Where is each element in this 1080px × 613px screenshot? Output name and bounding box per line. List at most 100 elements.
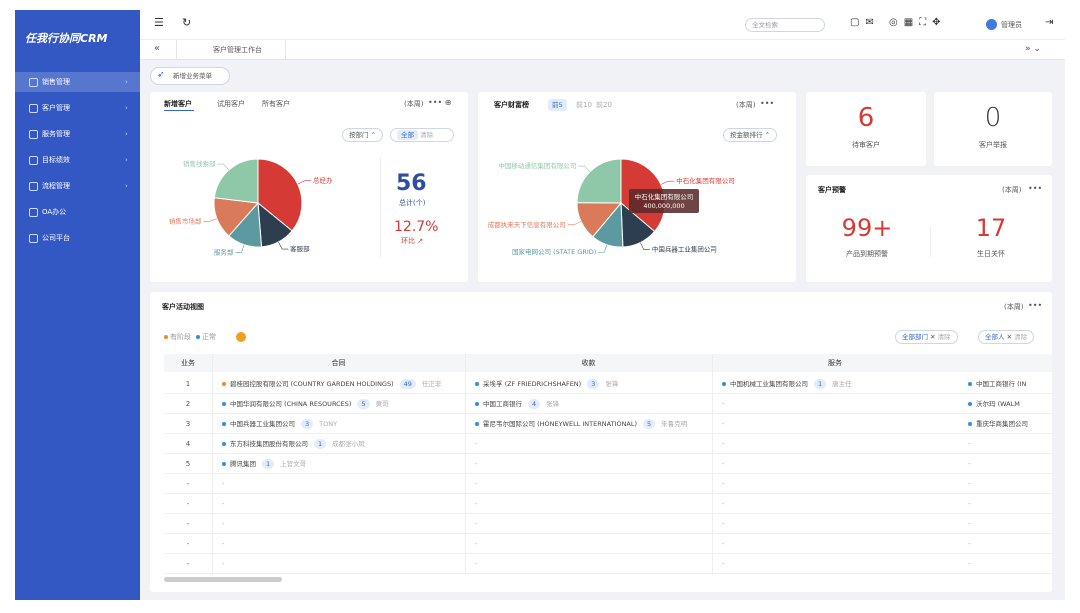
menu-item[interactable]: 公司平台	[15, 228, 140, 248]
filter[interactable]: 按金额排行 ⌃	[723, 128, 778, 142]
scrollbar[interactable]	[164, 577, 282, 582]
company[interactable]: 采埃孚 (ZF FRIEDRICHSHAFEN)	[483, 380, 582, 388]
card-title: 客户活动视图	[162, 303, 204, 311]
search[interactable]: 全文检索	[745, 18, 825, 32]
info-icon[interactable]	[236, 332, 246, 342]
cell: 东方科技集团股份有限公司 1 成都张小凤	[222, 439, 463, 451]
row-number: 3	[185, 420, 191, 428]
pie-slice[interactable]	[576, 158, 622, 204]
menu-item[interactable]: 客户管理 ›	[15, 98, 140, 118]
avatar[interactable]	[986, 19, 997, 30]
company[interactable]: 中国工商银行 (IN	[976, 380, 1027, 388]
clear[interactable]: 清除	[420, 131, 434, 139]
filter[interactable]: 全部部门 ✕ 清除	[895, 330, 958, 344]
status-dot	[222, 442, 226, 446]
menu-item[interactable]: 销售管理 ›	[15, 72, 140, 92]
company[interactable]: 中国机械工业集团有限公司	[730, 380, 808, 388]
company[interactable]: 中国华润有限公司 (CHINA RESOURCES)	[230, 400, 352, 408]
company[interactable]: 碧桂园控股有限公司 (COUNTRY GARDEN HOLDINGS)	[230, 380, 394, 388]
row-number: -	[186, 560, 190, 568]
menu-item[interactable]: 流程管理 ›	[15, 176, 140, 196]
tab[interactable]: 前20	[596, 101, 612, 109]
toolbar-icons[interactable]: ▢✉ ◎▦⛶✥	[850, 17, 947, 28]
menu-toggle[interactable]: ☰	[154, 16, 164, 29]
pie-slice[interactable]	[213, 158, 259, 204]
period: (本周)	[1004, 303, 1024, 311]
refresh[interactable]: ↻	[182, 16, 192, 29]
column-divider	[212, 354, 213, 574]
menu-label: 服务管理	[42, 130, 70, 138]
menu-arrow: ›	[125, 156, 128, 164]
empty-cell: -	[722, 540, 725, 548]
table-header	[164, 354, 1052, 372]
status-dot	[222, 422, 226, 426]
tab[interactable]: 新增客户	[164, 100, 192, 108]
period: (本周)	[1002, 186, 1022, 194]
company[interactable]: 重庆华商集团公司	[976, 420, 1028, 428]
empty-cell: -	[722, 460, 725, 468]
period: (本周)	[736, 101, 756, 109]
filter[interactable]: 按部门 ⌃	[342, 128, 384, 142]
row-number: -	[186, 520, 190, 528]
count-badge: 1	[314, 439, 327, 449]
user-name[interactable]: 管理员	[1001, 21, 1022, 29]
empty-cell: -	[475, 460, 478, 468]
company[interactable]: 沃尔玛 (WALM	[976, 400, 1020, 408]
tab[interactable]: 客户管理工作台	[176, 40, 286, 60]
reports-label: 客户举报	[979, 141, 1007, 149]
tab[interactable]: 前10	[576, 101, 592, 109]
person: 上官文哥	[280, 460, 307, 468]
clear[interactable]: 清除	[1014, 333, 1028, 341]
menu-item[interactable]: OA办公	[15, 202, 140, 222]
tab[interactable]: 前5	[548, 99, 567, 111]
logout[interactable]: ⇥	[1045, 17, 1054, 28]
company[interactable]: 东方科技集团股份有限公司	[230, 440, 308, 448]
menu-label: 销售管理	[42, 78, 70, 86]
tab[interactable]: 试用客户	[217, 100, 245, 108]
leader-line	[278, 241, 289, 250]
more-icon[interactable]: •••	[760, 99, 775, 108]
quick-menu[interactable]: 新增业务菜单	[150, 67, 230, 85]
company[interactable]: 腾讯集团	[230, 460, 256, 468]
more-icons[interactable]: ••• ⊕	[428, 98, 452, 107]
warning-value: 17	[975, 214, 1007, 242]
company[interactable]: 霍尼韦尔国际公司 (HONEYWELL INTERNATIONAL)	[483, 420, 638, 428]
warnings-card: 客户预警 (本周) ••• 99+ 产品到期预警 17 生日关怀	[806, 175, 1052, 282]
pending-value: 6	[857, 103, 875, 133]
menu-item[interactable]: 目标绩效 ›	[15, 150, 140, 170]
clear[interactable]: 清除	[937, 333, 951, 341]
filter-tag: 全部	[397, 130, 418, 140]
company[interactable]: 中国兵器工业集团公司	[230, 420, 295, 428]
top-bar: ☰ ↻ 全文检索 ▢✉ ◎▦⛶✥ 管理员 ⇥	[140, 10, 1065, 40]
more-icon[interactable]: •••	[1028, 301, 1043, 310]
leader-line	[217, 163, 230, 171]
row-divider	[164, 493, 1052, 494]
empty-cell: -	[222, 520, 225, 528]
ratio-label-text: 环比	[401, 237, 415, 245]
slice-label: 服务部	[214, 247, 234, 256]
menu-item[interactable]: 服务管理 ›	[15, 124, 140, 144]
leader-line	[578, 165, 591, 172]
tab[interactable]: 所有客户	[262, 100, 290, 108]
legend-label: 有阶段	[170, 333, 191, 341]
cell: 霍尼韦尔国际公司 (HONEYWELL INTERNATIONAL) 5 朱鲁克明	[475, 419, 710, 431]
cell: 沃尔玛 (WALM	[968, 399, 1048, 411]
period: (本周)	[404, 100, 424, 108]
count-badge: 3	[587, 379, 600, 389]
more-icon[interactable]: •••	[1028, 184, 1043, 193]
empty-cell: -	[475, 520, 478, 528]
menu-label: 目标绩效	[42, 156, 70, 164]
tab-next[interactable]: » ⌄	[1025, 44, 1041, 54]
pending-label: 待审客户	[852, 141, 880, 149]
filter[interactable]: 全部人 ✕ 清除	[978, 330, 1035, 344]
status-dot	[968, 422, 972, 426]
company[interactable]: 中国工商银行	[483, 400, 522, 408]
filter[interactable]: 全部 清除	[390, 128, 454, 142]
tab-prev[interactable]: «	[154, 43, 161, 54]
slice-label: 销售市场部	[169, 216, 202, 225]
row-divider	[164, 513, 1052, 514]
tooltip-value: 400,000,000	[643, 202, 684, 210]
cell: 中国工商银行 4 张锋	[475, 399, 710, 411]
empty-cell: -	[722, 560, 725, 568]
